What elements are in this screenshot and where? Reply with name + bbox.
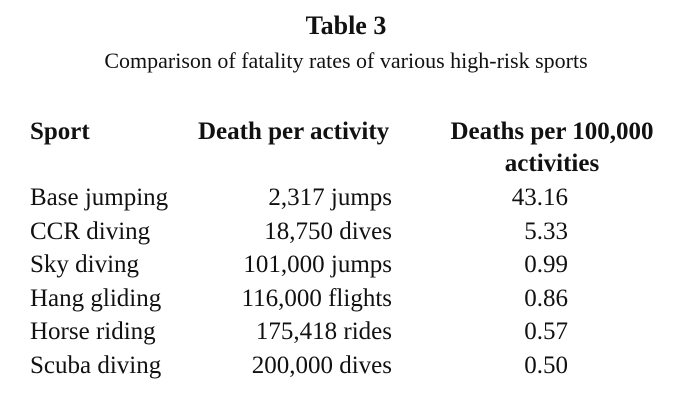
sport-cell: Hang gliding	[30, 284, 162, 312]
table-caption: Comparison of fatality rates of various …	[104, 48, 588, 73]
table-row: Base jumping 2,317 jumps 43.16	[0, 182, 692, 216]
sport-cell: Horse riding	[30, 318, 156, 345]
rate-cell: 0.57	[524, 318, 568, 345]
rate-cell: 0.86	[524, 284, 568, 312]
table-title: Table 3	[305, 11, 387, 40]
rate-cell: 0.99	[524, 251, 568, 278]
header-sport: Sport	[30, 118, 90, 145]
header-rate-line-2: activities	[504, 150, 600, 177]
table-row: Hang gliding 116,000 flights 0.86	[0, 283, 692, 317]
header-rate-line-1: Deaths per 100,000	[450, 118, 654, 145]
table-body: Base jumping 2,317 jumps 43.16 CCR divin…	[0, 182, 692, 383]
table-row: Sky diving 101,000 jumps 0.99	[0, 249, 692, 283]
table-row: CCR diving 18,750 dives 5.33	[0, 216, 692, 250]
sport-cell: Scuba diving	[30, 351, 162, 379]
activity-cell: 18,750 dives	[264, 217, 392, 245]
activity-cell: 101,000 jumps	[243, 251, 392, 278]
rate-cell: 0.50	[524, 351, 568, 379]
table-row: Scuba diving 200,000 dives 0.50	[0, 350, 692, 384]
activity-cell: 2,317 jumps	[268, 184, 392, 211]
header-deaths-per-100000: Deaths per 100,000 activities	[430, 116, 674, 180]
activity-cell: 175,418 rides	[255, 318, 392, 345]
rate-cell: 43.16	[511, 184, 568, 211]
sport-cell: Base jumping	[30, 184, 169, 211]
activity-cell: 116,000 flights	[241, 284, 392, 312]
activity-cell: 200,000 dives	[251, 351, 392, 379]
rate-cell: 5.33	[524, 217, 568, 245]
sport-cell: CCR diving	[30, 217, 151, 245]
header-death-per-activity: Death per activity	[198, 118, 390, 145]
table-row: Horse riding 175,418 rides 0.57	[0, 316, 692, 350]
sport-cell: Sky diving	[30, 251, 140, 278]
